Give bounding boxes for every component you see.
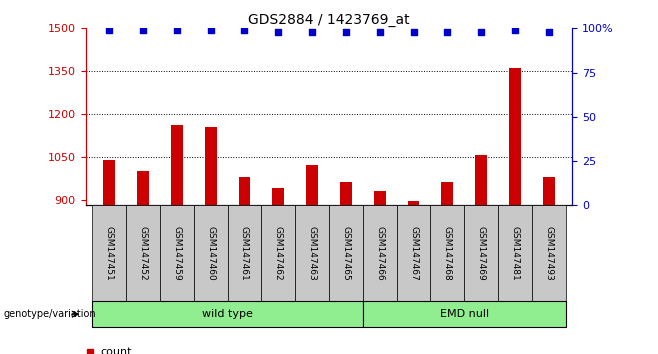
FancyBboxPatch shape bbox=[92, 205, 126, 301]
Text: GSM147481: GSM147481 bbox=[511, 226, 519, 280]
FancyBboxPatch shape bbox=[532, 205, 566, 301]
Bar bbox=[543, 177, 555, 205]
Bar bbox=[306, 165, 318, 205]
FancyBboxPatch shape bbox=[193, 205, 228, 301]
Bar bbox=[272, 188, 284, 205]
Text: GSM147467: GSM147467 bbox=[409, 226, 418, 280]
Title: GDS2884 / 1423769_at: GDS2884 / 1423769_at bbox=[248, 13, 410, 27]
FancyBboxPatch shape bbox=[126, 205, 160, 301]
FancyBboxPatch shape bbox=[465, 205, 498, 301]
FancyBboxPatch shape bbox=[363, 301, 566, 327]
Bar bbox=[475, 155, 487, 205]
Point bbox=[138, 27, 148, 33]
Text: GSM147466: GSM147466 bbox=[375, 226, 384, 280]
Bar bbox=[171, 125, 183, 205]
Text: EMD null: EMD null bbox=[440, 309, 489, 319]
Point bbox=[442, 29, 453, 35]
Text: count: count bbox=[100, 347, 132, 354]
Text: GSM147493: GSM147493 bbox=[544, 226, 553, 280]
Text: GSM147461: GSM147461 bbox=[240, 226, 249, 280]
FancyBboxPatch shape bbox=[261, 205, 295, 301]
FancyBboxPatch shape bbox=[92, 301, 363, 327]
Text: GSM147462: GSM147462 bbox=[274, 226, 283, 280]
Point bbox=[408, 29, 418, 35]
Text: GSM147451: GSM147451 bbox=[105, 226, 114, 280]
Bar bbox=[205, 127, 216, 205]
FancyBboxPatch shape bbox=[228, 205, 261, 301]
FancyBboxPatch shape bbox=[329, 205, 363, 301]
Text: GSM147465: GSM147465 bbox=[342, 226, 351, 280]
Point bbox=[205, 27, 216, 33]
Bar bbox=[137, 171, 149, 205]
FancyBboxPatch shape bbox=[397, 205, 430, 301]
FancyBboxPatch shape bbox=[498, 205, 532, 301]
Point bbox=[341, 29, 351, 35]
Bar bbox=[103, 160, 115, 205]
FancyBboxPatch shape bbox=[430, 205, 465, 301]
Text: GSM147463: GSM147463 bbox=[307, 226, 316, 280]
Bar bbox=[340, 182, 352, 205]
FancyBboxPatch shape bbox=[363, 205, 397, 301]
Text: GSM147468: GSM147468 bbox=[443, 226, 452, 280]
Text: GSM147459: GSM147459 bbox=[172, 226, 182, 280]
Bar bbox=[509, 68, 521, 205]
Point bbox=[172, 27, 182, 33]
Bar bbox=[374, 191, 386, 205]
Point bbox=[240, 27, 250, 33]
Point bbox=[273, 29, 284, 35]
Point bbox=[544, 29, 554, 35]
Point bbox=[510, 27, 520, 33]
Text: GSM147460: GSM147460 bbox=[206, 226, 215, 280]
Point bbox=[104, 27, 114, 33]
Point bbox=[476, 29, 486, 35]
Text: GSM147469: GSM147469 bbox=[476, 226, 486, 280]
FancyBboxPatch shape bbox=[160, 205, 193, 301]
Text: wild type: wild type bbox=[202, 309, 253, 319]
Text: genotype/variation: genotype/variation bbox=[3, 309, 96, 319]
Bar bbox=[239, 177, 251, 205]
Bar bbox=[442, 182, 453, 205]
Point bbox=[307, 29, 317, 35]
Bar bbox=[407, 201, 419, 205]
FancyBboxPatch shape bbox=[295, 205, 329, 301]
Point bbox=[374, 29, 385, 35]
Text: GSM147452: GSM147452 bbox=[139, 226, 147, 280]
